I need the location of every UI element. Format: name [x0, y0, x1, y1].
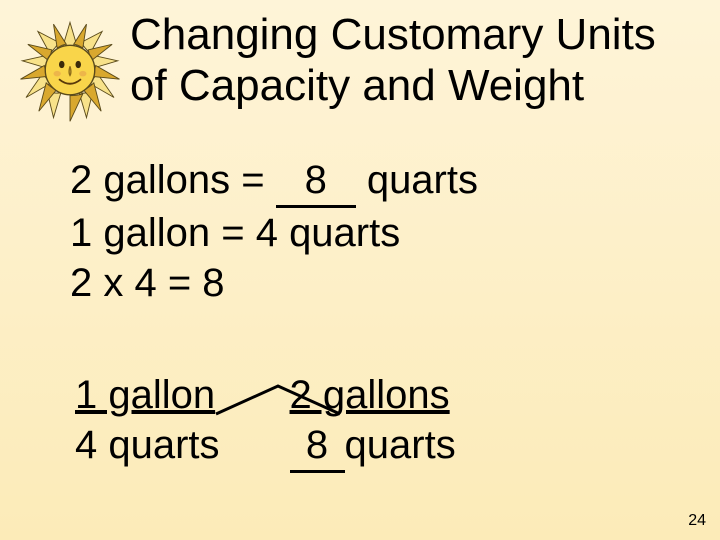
col2-bottom: 8quarts [290, 420, 456, 473]
col2-fill-answer: 8 [290, 420, 345, 473]
page-number: 24 [688, 512, 706, 530]
title-line-2: of Capacity and Weight [130, 61, 656, 112]
equation-line-3: 2 x 4 = 8 [70, 258, 478, 308]
line1-blank-answer: 8 [276, 155, 356, 208]
page-title: Changing Customary Units of Capacity and… [130, 10, 656, 111]
title-line-1: Changing Customary Units [130, 10, 656, 61]
bottom-comparison: 1 gallon 4 quarts 2 gallons 8quarts [75, 370, 456, 473]
equation-line-2: 1 gallon = 4 quarts [70, 208, 478, 258]
line1-post: quarts [356, 158, 478, 202]
col2-post: quarts [345, 423, 456, 467]
sun-icon [15, 15, 125, 125]
line1-pre: 2 gallons = [70, 158, 276, 202]
col2-top: 2 gallons [290, 370, 456, 420]
col1-bottom: 4 quarts [75, 420, 220, 470]
col1-top: 1 gallon [75, 370, 220, 420]
main-content: 2 gallons = 8 quarts 1 gallon = 4 quarts… [70, 155, 478, 308]
equation-line-1: 2 gallons = 8 quarts [70, 155, 478, 208]
col-1: 1 gallon 4 quarts [75, 370, 220, 473]
col-2: 2 gallons 8quarts [290, 370, 456, 473]
